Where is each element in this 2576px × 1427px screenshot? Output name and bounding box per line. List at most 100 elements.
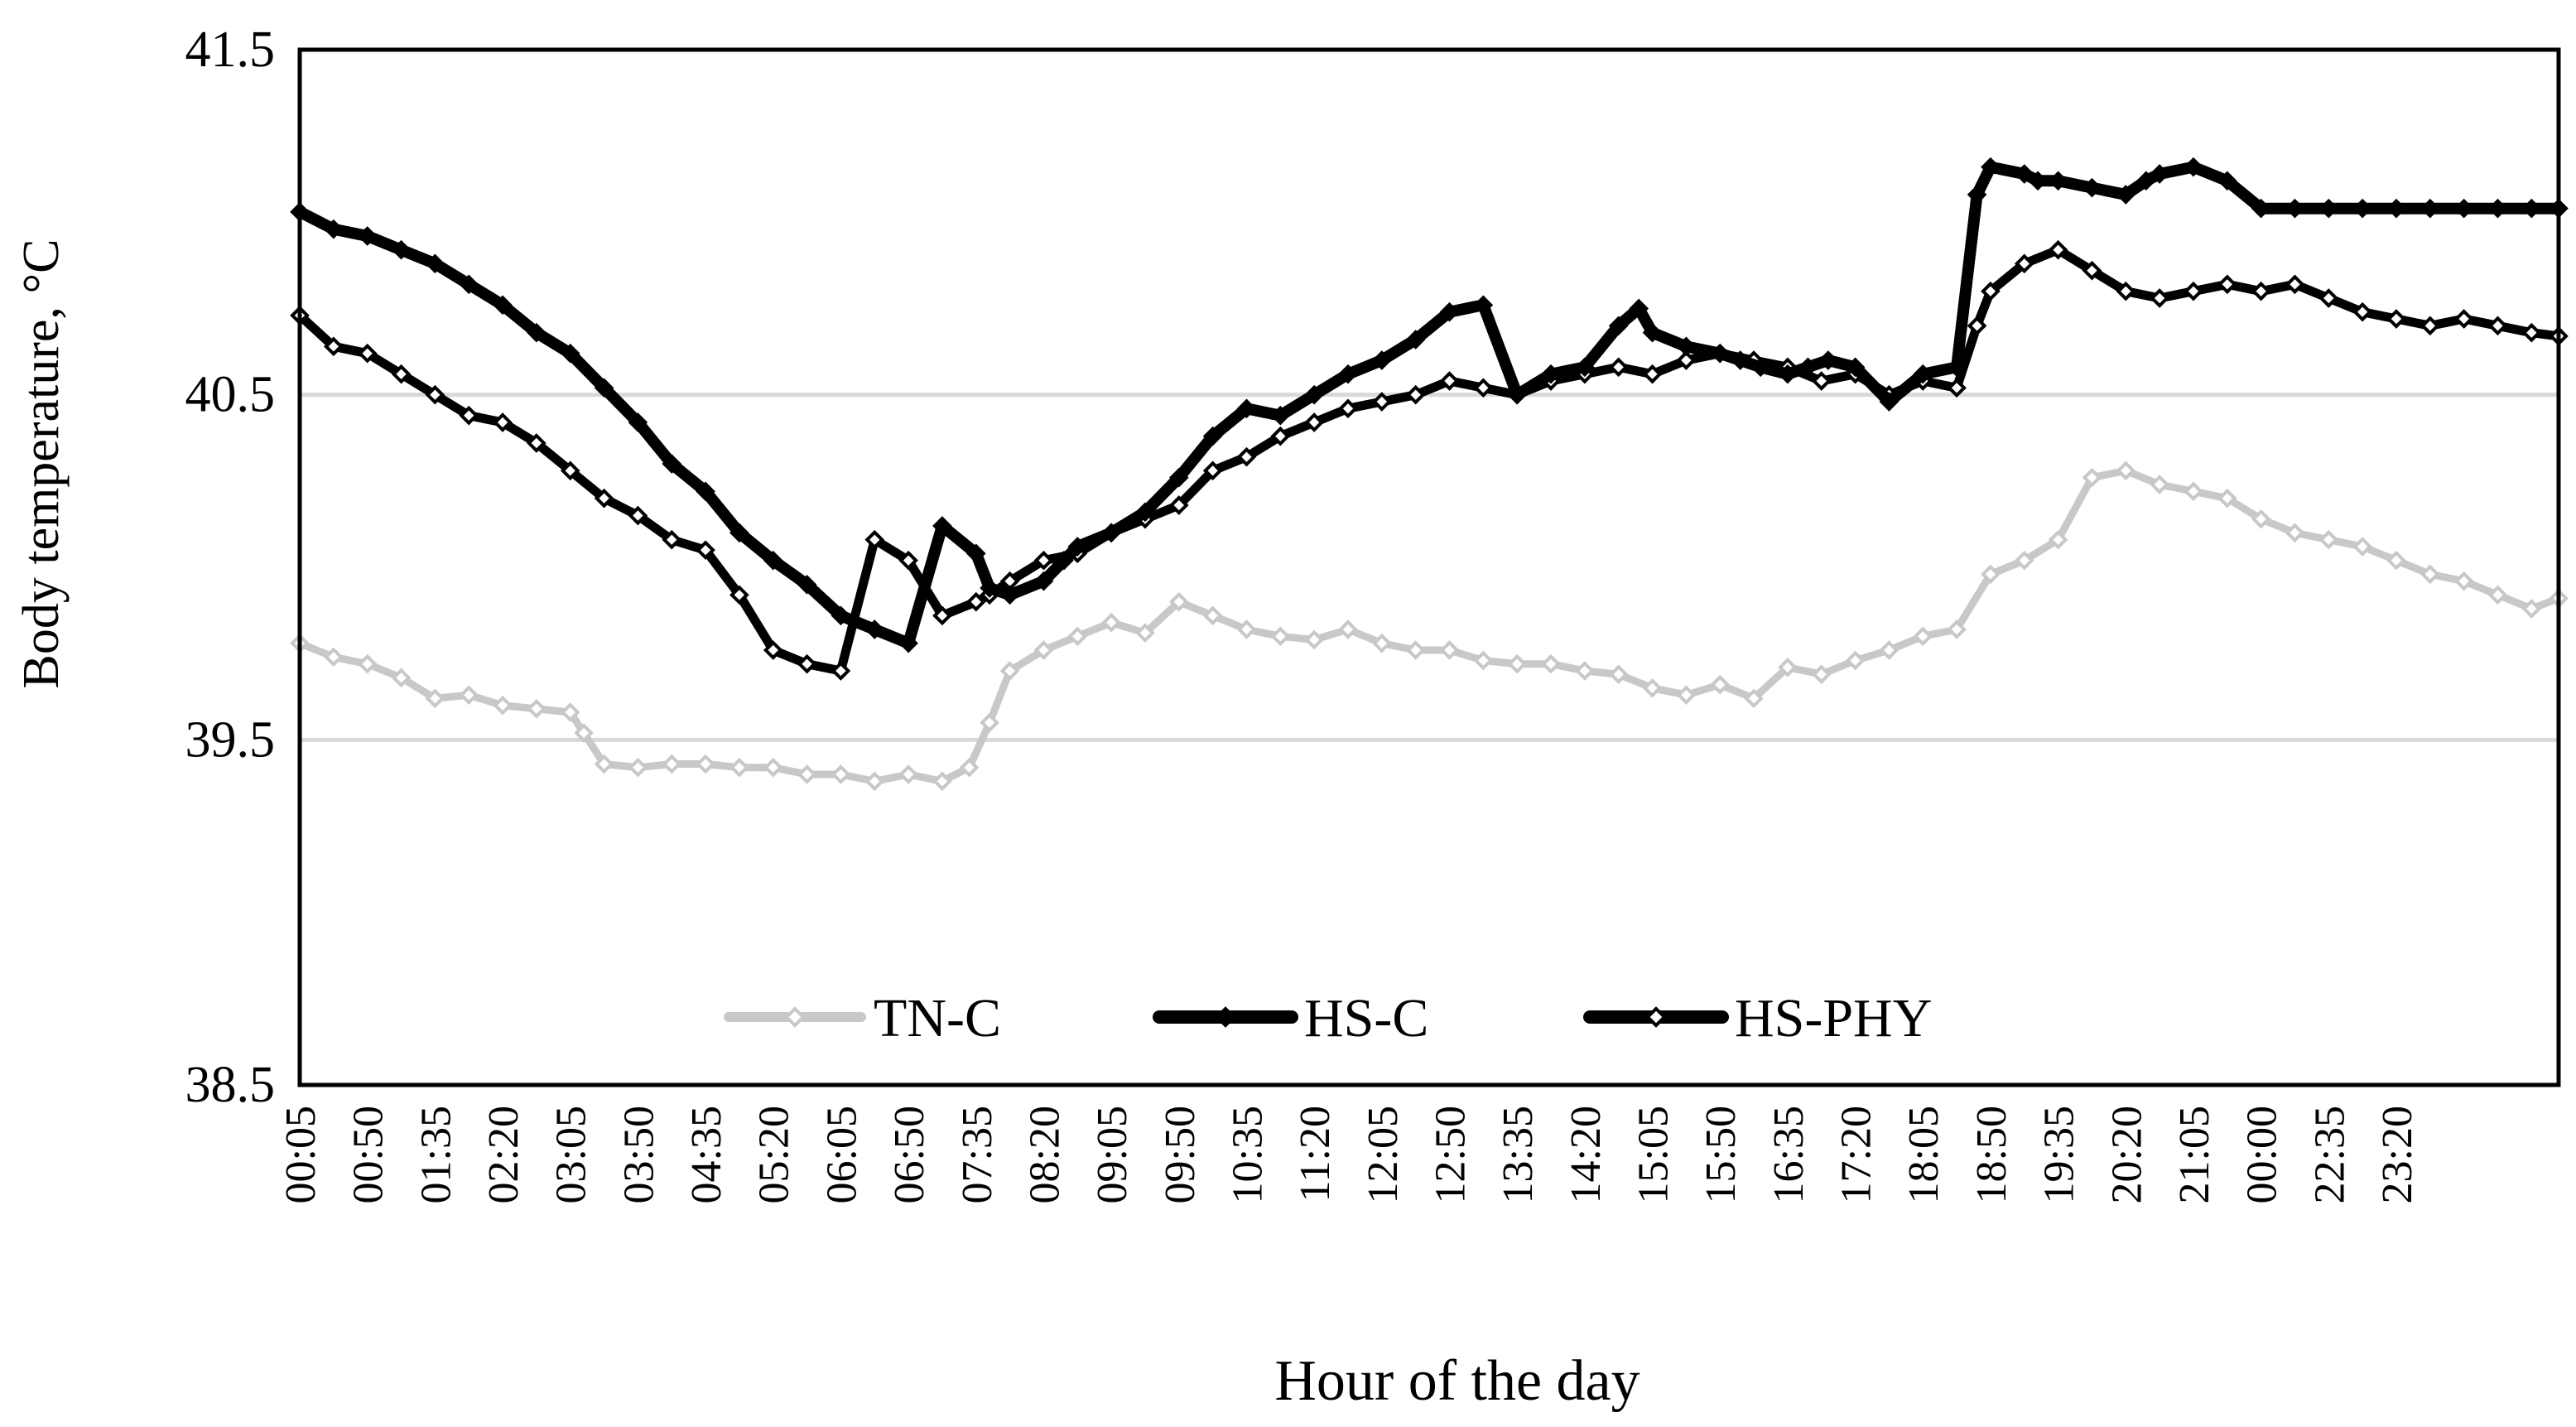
data-point — [2318, 288, 2339, 308]
data-point — [2352, 198, 2372, 219]
x-tick-label: 01:35 — [412, 1106, 460, 1203]
data-point — [1811, 664, 1832, 684]
data-point — [797, 764, 817, 784]
data-point — [2285, 523, 2305, 543]
data-point — [2116, 185, 2136, 205]
data-point — [2251, 198, 2271, 219]
data-point — [391, 239, 412, 260]
data-point — [1947, 378, 1967, 398]
data-point — [1541, 653, 1561, 674]
data-point — [459, 685, 479, 705]
data-point — [459, 274, 479, 295]
data-point — [560, 702, 580, 722]
data-point — [1372, 392, 1392, 412]
data-point — [1541, 364, 1561, 384]
data-point — [1778, 364, 1798, 384]
gridlines — [300, 393, 2559, 742]
data-point — [1338, 364, 1358, 384]
data-point — [1439, 640, 1460, 660]
data-point — [864, 771, 885, 792]
data-point — [696, 481, 715, 502]
data-point — [864, 529, 885, 550]
y-tick-label: 40.5 — [185, 367, 276, 423]
data-point — [980, 578, 999, 598]
series-tn-c — [290, 460, 2569, 792]
data-point — [1135, 502, 1155, 523]
data-point — [1730, 350, 1750, 370]
data-point — [2251, 509, 2271, 529]
data-point — [493, 412, 513, 432]
y-axis-ticks: 38.5 39.5 40.5 41.5 — [185, 22, 276, 1113]
data-point — [662, 454, 682, 474]
x-tick-label: 12:05 — [1360, 1106, 1407, 1203]
data-point — [1168, 467, 1189, 488]
data-point — [1981, 157, 2001, 177]
x-tick-label: 07:35 — [954, 1106, 1001, 1203]
data-point — [1405, 640, 1426, 660]
legend-marker — [1645, 1006, 1667, 1028]
data-point — [2217, 274, 2237, 295]
legend-label: HS-PHY — [1735, 988, 1932, 1049]
data-point — [1270, 426, 1291, 446]
data-point — [2487, 198, 2508, 219]
data-point — [1304, 412, 1324, 432]
x-tick-label: 06:05 — [818, 1106, 865, 1203]
data-point — [1304, 629, 1324, 650]
series-line — [294, 161, 2564, 649]
data-point — [2150, 164, 2169, 184]
data-point — [763, 640, 783, 660]
data-point — [831, 661, 851, 681]
series-line — [296, 466, 2563, 785]
data-point — [1304, 384, 1324, 405]
legend-item-hs-phy: HS-PHY — [1583, 988, 1932, 1049]
x-tick-label: 03:50 — [615, 1106, 662, 1203]
legend-marker — [1215, 1006, 1236, 1028]
data-point — [1236, 619, 1257, 639]
data-point — [1778, 658, 1798, 677]
data-point — [1642, 322, 1663, 343]
data-point — [959, 757, 980, 778]
data-point — [965, 591, 986, 612]
data-point — [527, 322, 546, 343]
x-tick-label: 23:20 — [2374, 1106, 2421, 1203]
data-point — [1879, 392, 1899, 412]
data-point — [2521, 198, 2542, 219]
data-point — [1710, 674, 1731, 695]
data-point — [1744, 688, 1764, 709]
data-point — [1981, 564, 2001, 585]
data-point — [965, 543, 986, 564]
data-point — [1033, 571, 1054, 591]
data-point — [898, 550, 918, 571]
data-point — [2150, 475, 2169, 494]
data-point — [1642, 364, 1663, 384]
data-point — [2150, 288, 2169, 308]
data-point — [999, 661, 1020, 681]
data-point — [2048, 529, 2068, 550]
x-tick-label: 14:20 — [1562, 1106, 1610, 1203]
data-point — [2453, 198, 2474, 219]
data-point — [2453, 571, 2474, 591]
data-point — [2135, 171, 2156, 191]
data-point — [1608, 316, 1629, 336]
data-point — [1947, 619, 1967, 639]
legend-label: TN-C — [874, 988, 1001, 1049]
x-tick-label: 16:35 — [1765, 1106, 1813, 1203]
data-point — [1676, 685, 1697, 705]
data-point — [763, 757, 783, 778]
y-tick-label: 41.5 — [185, 22, 276, 78]
data-point — [2386, 550, 2406, 571]
data-point — [1067, 626, 1088, 647]
data-point — [628, 505, 648, 526]
data-point — [1798, 357, 1818, 378]
data-point — [1879, 640, 1899, 660]
data-point — [1202, 460, 1223, 481]
data-point — [1710, 343, 1731, 364]
data-point — [1981, 281, 2001, 301]
data-point — [2487, 585, 2508, 605]
x-tick-label: 11:20 — [1292, 1106, 1339, 1203]
data-point — [1947, 357, 1967, 378]
data-point — [2285, 274, 2305, 295]
data-point — [324, 336, 344, 357]
data-point — [2420, 198, 2440, 219]
plot-frame — [297, 47, 2561, 1087]
